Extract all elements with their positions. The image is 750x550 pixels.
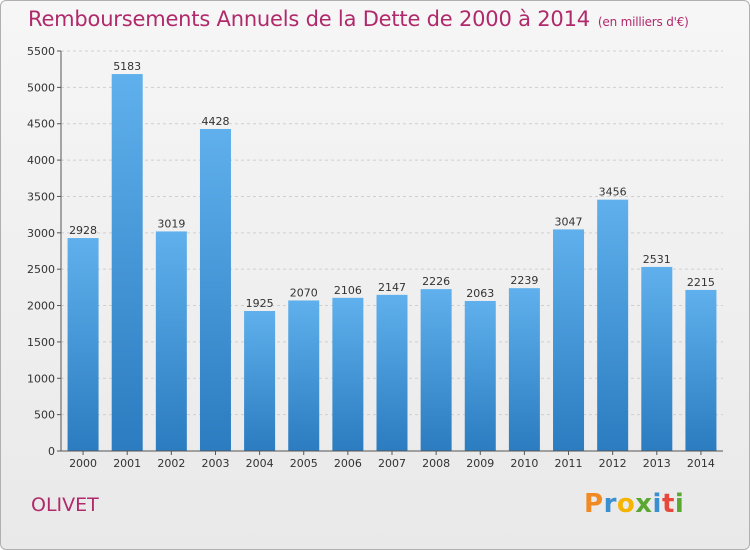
x-tick-label: 2005 xyxy=(290,457,318,470)
logo-letter: i xyxy=(652,489,662,519)
data-label: 2215 xyxy=(687,276,715,289)
logo-letter: P xyxy=(584,489,604,519)
logo-letter: x xyxy=(635,489,653,519)
logo-letter: r xyxy=(603,489,617,519)
bar xyxy=(111,74,143,452)
bar xyxy=(420,289,452,451)
x-tick-label: 2010 xyxy=(510,457,538,470)
data-label: 2239 xyxy=(510,274,538,287)
bar xyxy=(67,238,99,451)
y-tick-label: 4500 xyxy=(27,118,55,131)
chart-title-text: Remboursements Annuels de la Dette de 20… xyxy=(28,7,590,31)
bar xyxy=(288,300,320,451)
axes xyxy=(60,51,723,452)
y-tick-label: 4000 xyxy=(27,154,55,167)
y-tick-label: 500 xyxy=(34,409,55,422)
x-axis-ticks: 2000 2001 2002 2003 2004 2005 2006 2007 2008 2009… xyxy=(69,451,715,470)
data-label: 3456 xyxy=(599,186,627,199)
x-tick-label: 2013 xyxy=(643,457,671,470)
x-tick-label: 2009 xyxy=(466,457,494,470)
bar xyxy=(553,229,585,451)
y-tick-label: 5500 xyxy=(27,45,55,58)
data-label: 2531 xyxy=(643,253,671,266)
value-labels: 2928 5183 3019 4428 1925 2070 2106 2147 2226 2063… xyxy=(69,60,715,310)
data-label: 2147 xyxy=(378,281,406,294)
commune-name: OLIVET xyxy=(31,494,99,516)
chart-title: Remboursements Annuels de la Dette de 20… xyxy=(28,7,689,31)
x-tick-label: 2003 xyxy=(201,457,229,470)
x-tick-label: 2007 xyxy=(378,457,406,470)
logo-letter: o xyxy=(616,489,636,519)
y-tick-label: 1000 xyxy=(27,372,55,385)
bar xyxy=(464,300,496,451)
data-label: 2106 xyxy=(334,284,362,297)
x-tick-label: 2014 xyxy=(687,457,715,470)
y-tick-label: 1500 xyxy=(27,336,55,349)
data-label: 2070 xyxy=(290,286,318,299)
chart-subtitle: (en milliers d'€) xyxy=(597,15,689,29)
data-label: 2063 xyxy=(466,287,494,300)
x-tick-label: 2008 xyxy=(422,457,450,470)
logo-letter: t xyxy=(661,489,675,519)
y-tick-label: 2000 xyxy=(27,300,55,313)
x-tick-label: 2011 xyxy=(555,457,583,470)
data-label: 3047 xyxy=(555,215,583,228)
data-label: 4428 xyxy=(201,115,229,128)
bar xyxy=(332,297,364,451)
logo-letter: i xyxy=(674,489,685,519)
x-tick-label: 2006 xyxy=(334,457,362,470)
data-label: 2928 xyxy=(69,224,97,237)
x-tick-label: 2002 xyxy=(157,457,185,470)
y-tick-label: 0 xyxy=(48,445,55,458)
bar xyxy=(685,289,717,451)
y-tick-label: 3000 xyxy=(27,227,55,240)
bar xyxy=(199,128,231,452)
y-tick-label: 2500 xyxy=(27,263,55,276)
data-label: 5183 xyxy=(113,60,141,73)
x-tick-label: 2004 xyxy=(246,457,274,470)
bar xyxy=(641,266,673,451)
bars xyxy=(67,74,717,452)
y-tick-label: 5000 xyxy=(27,81,55,94)
data-label: 3019 xyxy=(157,217,185,230)
proxiti-logo[interactable]: Proxiti xyxy=(584,489,684,519)
bar xyxy=(244,311,276,451)
bar xyxy=(376,294,408,451)
data-label: 1925 xyxy=(246,297,274,310)
x-tick-label: 2001 xyxy=(113,457,141,470)
bar xyxy=(508,288,540,451)
y-tick-label: 3500 xyxy=(27,190,55,203)
y-axis-ticks: 0 500 1000 1500 2000 2500 3000 3500 4000 4500 5000… xyxy=(27,45,61,458)
x-tick-label: 2012 xyxy=(599,457,627,470)
bar xyxy=(597,199,629,451)
x-tick-label: 2000 xyxy=(69,457,97,470)
data-label: 2226 xyxy=(422,275,450,288)
bar xyxy=(155,231,187,451)
